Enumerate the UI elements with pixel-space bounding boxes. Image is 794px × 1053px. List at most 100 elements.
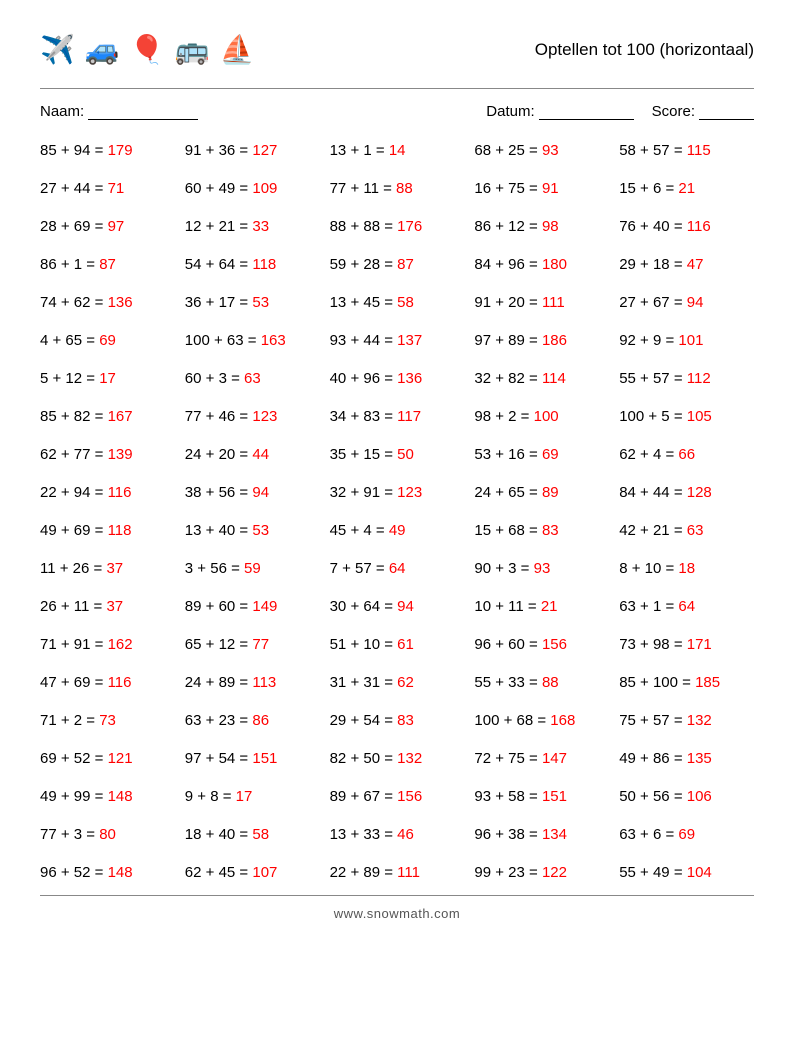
equation: 85 + 94 = (40, 142, 108, 159)
equation: 22 + 89 = (330, 864, 398, 881)
equation: 40 + 96 = (330, 370, 398, 387)
answer: 66 (678, 446, 695, 463)
equation: 77 + 11 = (330, 180, 396, 197)
answer: 86 (252, 712, 269, 729)
answer: 58 (252, 826, 269, 843)
bus-icon: 🚌 (175, 36, 210, 64)
problem-cell: 63 + 1 = 64 (619, 598, 754, 615)
equation: 29 + 18 = (619, 256, 687, 273)
problem-cell: 63 + 23 = 86 (185, 712, 320, 729)
problem-cell: 82 + 50 = 132 (330, 750, 465, 767)
answer: 106 (687, 788, 712, 805)
problem-cell: 29 + 18 = 47 (619, 256, 754, 273)
meta-left: Naam: (40, 103, 198, 120)
problem-cell: 47 + 69 = 116 (40, 674, 175, 691)
score-field[interactable] (699, 103, 754, 120)
equation: 88 + 88 = (330, 218, 398, 235)
problem-cell: 40 + 96 = 136 (330, 370, 465, 387)
answer: 111 (542, 294, 565, 311)
equation: 85 + 82 = (40, 408, 108, 425)
equation: 13 + 40 = (185, 522, 253, 539)
equation: 96 + 38 = (474, 826, 542, 843)
problem-cell: 3 + 56 = 59 (185, 560, 320, 577)
problem-cell: 85 + 94 = 179 (40, 142, 175, 159)
answer: 80 (99, 826, 116, 843)
equation: 4 + 65 = (40, 332, 99, 349)
problem-cell: 32 + 82 = 114 (474, 370, 609, 387)
answer: 179 (108, 142, 133, 159)
equation: 32 + 91 = (330, 484, 398, 501)
equation: 58 + 57 = (619, 142, 687, 159)
equation: 24 + 89 = (185, 674, 253, 691)
equation: 91 + 36 = (185, 142, 253, 159)
equation: 55 + 49 = (619, 864, 687, 881)
equation: 74 + 62 = (40, 294, 108, 311)
equation: 54 + 64 = (185, 256, 253, 273)
equation: 86 + 1 = (40, 256, 99, 273)
equation: 71 + 2 = (40, 712, 99, 729)
problem-cell: 13 + 1 = 14 (330, 142, 465, 159)
equation: 26 + 11 = (40, 598, 106, 615)
answer: 127 (252, 142, 277, 159)
problem-cell: 69 + 52 = 121 (40, 750, 175, 767)
answer: 107 (252, 864, 277, 881)
meta-right: Datum: Score: (486, 103, 754, 120)
answer: 17 (236, 788, 253, 805)
naam-field[interactable] (88, 103, 198, 120)
problem-cell: 24 + 20 = 44 (185, 446, 320, 463)
equation: 59 + 28 = (330, 256, 398, 273)
problem-cell: 49 + 86 = 135 (619, 750, 754, 767)
equation: 45 + 4 = (330, 522, 389, 539)
equation: 49 + 99 = (40, 788, 108, 805)
equation: 98 + 2 = (474, 408, 533, 425)
equation: 5 + 12 = (40, 370, 99, 387)
datum-label: Datum: (486, 103, 534, 120)
problem-cell: 29 + 54 = 83 (330, 712, 465, 729)
problem-cell: 38 + 56 = 94 (185, 484, 320, 501)
equation: 100 + 68 = (474, 712, 550, 729)
answer: 162 (108, 636, 133, 653)
problem-cell: 60 + 3 = 63 (185, 370, 320, 387)
airplane-icon: ✈️ (40, 36, 75, 64)
equation: 32 + 82 = (474, 370, 542, 387)
equation: 55 + 57 = (619, 370, 687, 387)
equation: 12 + 21 = (185, 218, 253, 235)
answer: 114 (542, 370, 566, 387)
equation: 72 + 75 = (474, 750, 542, 767)
answer: 87 (99, 256, 116, 273)
meta-row: Naam: Datum: Score: (40, 103, 754, 120)
problem-grid: 85 + 94 = 17991 + 36 = 12713 + 1 = 1468 … (40, 142, 754, 881)
answer: 61 (397, 636, 414, 653)
equation: 96 + 52 = (40, 864, 108, 881)
equation: 49 + 69 = (40, 522, 108, 539)
problem-cell: 15 + 68 = 83 (474, 522, 609, 539)
equation: 28 + 69 = (40, 218, 108, 235)
answer: 122 (542, 864, 567, 881)
answer: 134 (542, 826, 567, 843)
problem-cell: 85 + 100 = 185 (619, 674, 754, 691)
problem-cell: 92 + 9 = 101 (619, 332, 754, 349)
answer: 132 (687, 712, 712, 729)
equation: 60 + 49 = (185, 180, 253, 197)
problem-cell: 89 + 67 = 156 (330, 788, 465, 805)
equation: 77 + 3 = (40, 826, 99, 843)
equation: 50 + 56 = (619, 788, 687, 805)
problem-cell: 99 + 23 = 122 (474, 864, 609, 881)
equation: 99 + 23 = (474, 864, 542, 881)
answer: 168 (550, 712, 575, 729)
equation: 18 + 40 = (185, 826, 253, 843)
answer: 49 (389, 522, 406, 539)
datum-field[interactable] (539, 103, 634, 120)
answer: 123 (397, 484, 422, 501)
answer: 116 (687, 218, 711, 235)
equation: 31 + 31 = (330, 674, 398, 691)
answer: 101 (678, 332, 703, 349)
answer: 37 (106, 560, 123, 577)
answer: 18 (678, 560, 695, 577)
problem-cell: 7 + 57 = 64 (330, 560, 465, 577)
problem-cell: 28 + 69 = 97 (40, 218, 175, 235)
problem-cell: 11 + 26 = 37 (40, 560, 175, 577)
equation: 27 + 44 = (40, 180, 108, 197)
equation: 55 + 33 = (474, 674, 542, 691)
problem-cell: 24 + 89 = 113 (185, 674, 320, 691)
